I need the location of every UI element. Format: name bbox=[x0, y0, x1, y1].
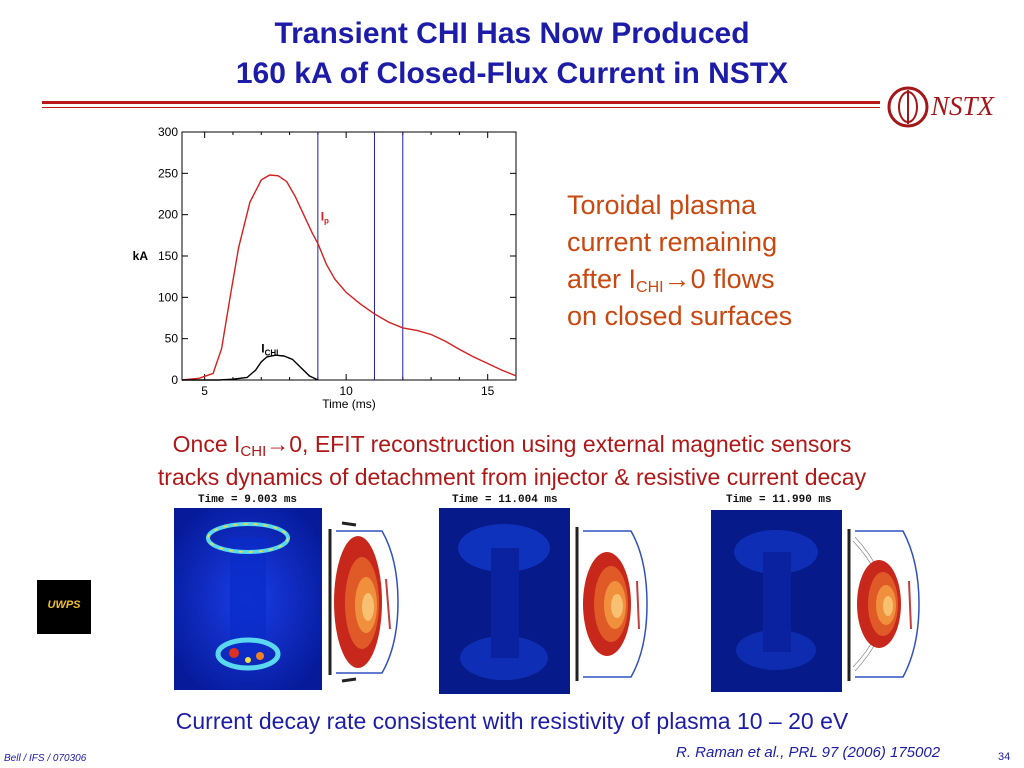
plasma-note: Toroidal plasma current remaining after … bbox=[567, 187, 792, 335]
title-rule-thin bbox=[42, 107, 880, 108]
conclusion-text: Current decay rate consistent with resis… bbox=[175, 708, 849, 734]
logo-text: NSTX bbox=[931, 91, 995, 121]
frame3-camera-image bbox=[711, 510, 842, 692]
y-tick-label: 0 bbox=[171, 373, 178, 387]
x-tick-label: 5 bbox=[201, 384, 208, 398]
y-tick-label: 100 bbox=[158, 290, 178, 304]
series-line-ichi bbox=[182, 354, 319, 381]
x-tick-label: 10 bbox=[339, 384, 353, 398]
note-line2: current remaining bbox=[567, 227, 778, 257]
frame1-camera-image bbox=[174, 508, 322, 690]
plot-area-frame bbox=[181, 131, 517, 381]
frame3-equilibrium-diagram bbox=[843, 521, 923, 687]
frame1-time-label: Time = 9.003 ms bbox=[198, 494, 298, 506]
y-tick-label: 200 bbox=[158, 208, 178, 222]
note-line3: after ICHI→0 flows bbox=[567, 264, 775, 296]
slide-title-line2: 160 kA of Closed-Flux Current in NSTX bbox=[235, 57, 789, 90]
note-line4: on closed surfaces bbox=[567, 301, 793, 331]
note-line1: Toroidal plasma bbox=[567, 190, 757, 220]
slide-title-line1: Transient CHI Has Now Produced bbox=[274, 17, 750, 50]
uwps-badge bbox=[37, 580, 91, 634]
x-tick-label: 15 bbox=[481, 384, 495, 398]
frame2-equilibrium-diagram bbox=[571, 519, 651, 689]
title-rule-thick bbox=[42, 101, 880, 104]
frame1-equilibrium-diagram bbox=[322, 519, 402, 685]
y-tick-label: 300 bbox=[158, 125, 178, 139]
nstx-logo-icon bbox=[887, 86, 929, 128]
y-axis-label: kA bbox=[133, 249, 149, 263]
series-line-ip bbox=[181, 174, 517, 381]
y-tick-label: 250 bbox=[158, 166, 178, 180]
current-chart: 0 50 100 150 200 250 300 5 10 15 Time (ms) kA Ip ICH… bbox=[133, 125, 517, 411]
y-tick-label: 50 bbox=[165, 332, 179, 346]
statement-line1: Once ICHI→0, EFIT reconstruction using e… bbox=[172, 431, 852, 460]
series-label-ip: Ip bbox=[321, 209, 329, 225]
uwps-badge-text: UWPS bbox=[47, 599, 81, 611]
frame2-camera-image bbox=[439, 508, 570, 694]
slide-credit: Bell / IFS / 070306 bbox=[4, 753, 87, 764]
series-label-ichi: ICHI bbox=[261, 342, 278, 358]
reference-citation: R. Raman et al., PRL 97 (2006) 175002 bbox=[676, 744, 941, 761]
y-tick-label: 150 bbox=[158, 249, 178, 263]
frame2-time-label: Time = 11.004 ms bbox=[452, 494, 558, 506]
page-number: 34 bbox=[998, 751, 1011, 763]
frame3-time-label: Time = 11.990 ms bbox=[726, 494, 832, 506]
statement-line2: tracks dynamics of detachment from injec… bbox=[157, 464, 867, 490]
x-axis-label: Time (ms) bbox=[322, 397, 376, 411]
